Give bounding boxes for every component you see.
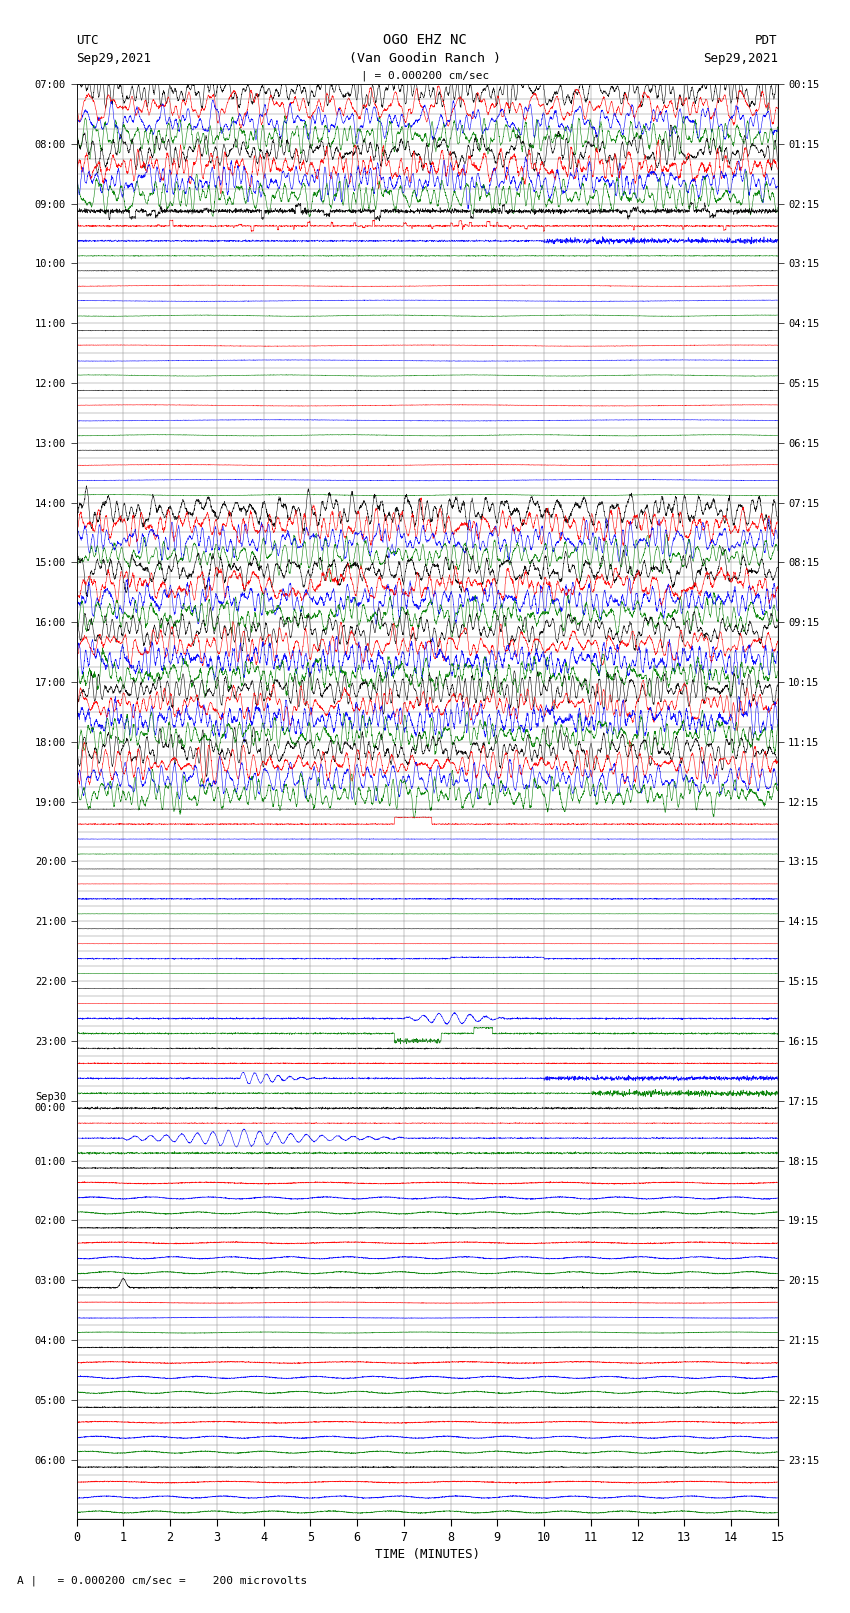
Text: OGO EHZ NC: OGO EHZ NC <box>383 34 467 47</box>
X-axis label: TIME (MINUTES): TIME (MINUTES) <box>375 1548 479 1561</box>
Text: Sep29,2021: Sep29,2021 <box>703 52 778 65</box>
Text: (Van Goodin Ranch ): (Van Goodin Ranch ) <box>349 52 501 65</box>
Text: UTC: UTC <box>76 34 99 47</box>
Text: PDT: PDT <box>756 34 778 47</box>
Text: A |   = 0.000200 cm/sec =    200 microvolts: A | = 0.000200 cm/sec = 200 microvolts <box>17 1576 307 1586</box>
Text: | = 0.000200 cm/sec: | = 0.000200 cm/sec <box>361 71 489 81</box>
Text: Sep29,2021: Sep29,2021 <box>76 52 151 65</box>
